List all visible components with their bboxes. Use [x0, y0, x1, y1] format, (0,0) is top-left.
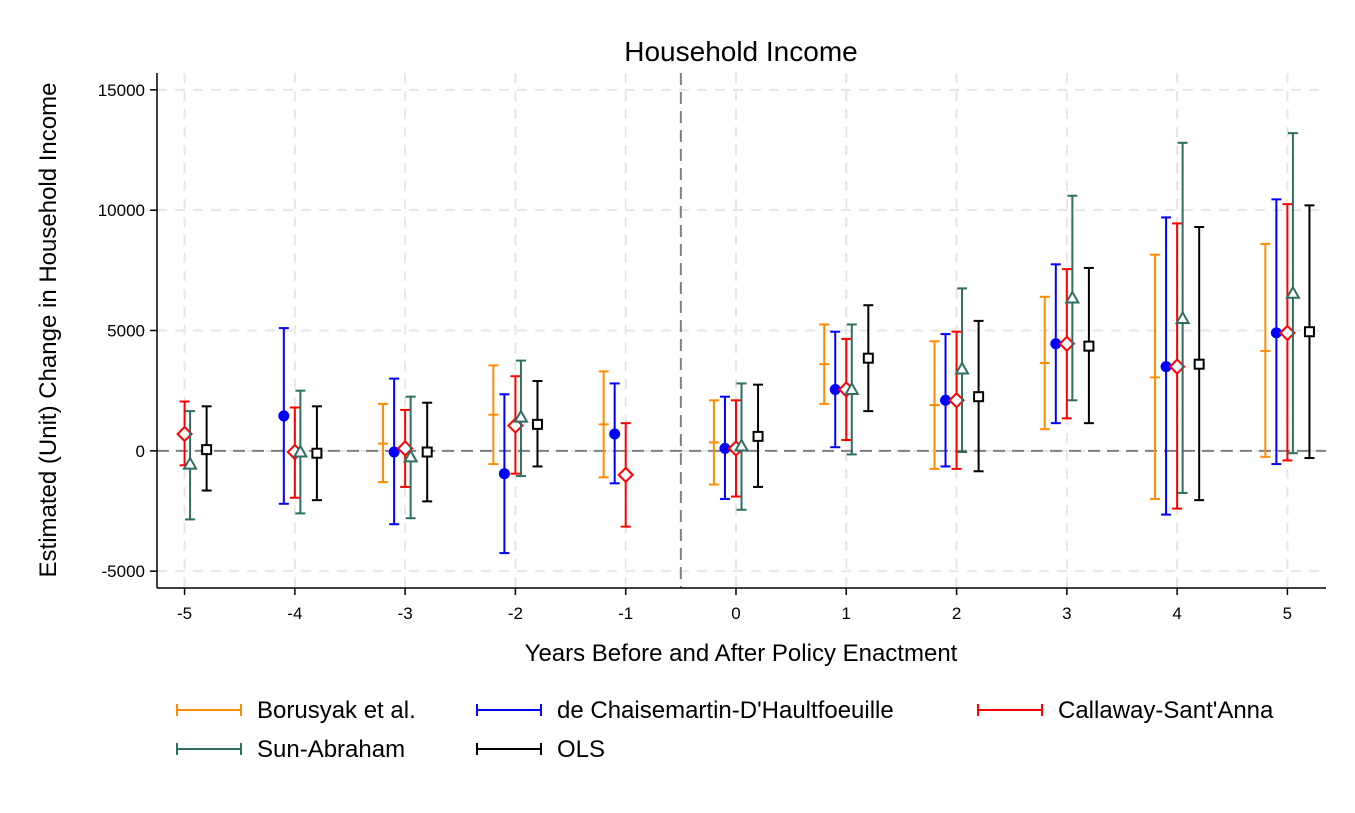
- point-estimate: [1160, 361, 1172, 373]
- legend-item: Callaway-Sant'Anna: [977, 697, 1274, 724]
- y-tick-label: 0: [136, 442, 145, 461]
- series-de-chaisemartin-d-haultfoeuille: [278, 198, 1282, 555]
- y-tick-label: 10000: [98, 201, 145, 220]
- point-estimate: [1064, 289, 1081, 304]
- point-estimate: [1050, 338, 1062, 350]
- x-tick-label: 3: [1062, 604, 1071, 623]
- x-tick-label: 1: [842, 604, 851, 623]
- series-borusyak-et-al-: [378, 242, 1271, 500]
- point-estimate: [421, 446, 433, 458]
- point-estimate: [973, 391, 985, 403]
- point-estimate: [201, 444, 213, 456]
- point-estimate: [844, 381, 860, 395]
- legend-item: Borusyak et al.: [176, 697, 416, 724]
- point-estimate: [402, 448, 419, 463]
- point-estimate: [954, 360, 970, 375]
- legend-item: OLS: [476, 736, 605, 763]
- point-estimate: [719, 442, 731, 454]
- point-estimate: [617, 466, 635, 484]
- legend-label: OLS: [557, 736, 605, 763]
- point-estimate: [752, 430, 764, 442]
- plot-area: [176, 132, 1315, 555]
- point-estimate: [733, 437, 750, 452]
- x-axis-title: Years Before and After Policy Enactment: [525, 640, 958, 667]
- point-estimate: [1174, 310, 1191, 324]
- point-estimate: [388, 446, 400, 458]
- x-tick-label: -1: [618, 604, 633, 623]
- point-estimate: [1193, 358, 1205, 370]
- point-estimate: [498, 468, 510, 480]
- legend-label: de Chaisemartin-D'Haultfoeuille: [557, 697, 894, 724]
- point-estimate: [609, 428, 621, 440]
- point-estimate: [513, 409, 529, 423]
- series-ols: [201, 204, 1315, 503]
- legend-label: Sun-Abraham: [257, 736, 405, 763]
- point-estimate: [1285, 285, 1301, 299]
- legend: Borusyak et al. de Chaisemartin-D'Haultfo…: [176, 697, 1274, 763]
- x-tick-label: -5: [177, 604, 192, 623]
- legend-item: Sun-Abraham: [176, 736, 405, 763]
- point-estimate: [1303, 326, 1315, 338]
- axes: -5000 0 5000 10000 15000 -5 -4 -3 -2 -1 0 1 2 3 4 5: [98, 73, 1326, 623]
- chart-title: Household Income: [624, 36, 857, 67]
- y-tick-label: 5000: [107, 322, 145, 341]
- point-estimate: [311, 447, 323, 459]
- reference-lines: [157, 73, 1326, 588]
- point-estimate: [292, 444, 309, 458]
- x-tick-label: 5: [1283, 604, 1292, 623]
- legend-label: Callaway-Sant'Anna: [1058, 697, 1274, 724]
- x-tick-label: 0: [731, 604, 740, 623]
- y-axis-title: Estimated (Unit) Change in Household Inc…: [35, 83, 62, 578]
- y-tick-label: 15000: [98, 81, 145, 100]
- x-tick-label: 4: [1172, 604, 1181, 623]
- point-estimate: [940, 394, 952, 406]
- x-tick-label: -3: [398, 604, 413, 623]
- series-sun-abraham: [182, 132, 1301, 521]
- legend-item: de Chaisemartin-D'Haultfoeuille: [476, 697, 894, 724]
- point-estimate: [1270, 327, 1282, 339]
- x-tick-label: 2: [952, 604, 961, 623]
- point-estimate: [862, 352, 874, 364]
- point-estimate: [182, 456, 198, 470]
- y-tick-label: -5000: [102, 562, 145, 581]
- point-estimate: [531, 418, 543, 430]
- x-tick-label: -2: [508, 604, 523, 623]
- point-estimate: [829, 383, 841, 395]
- x-tick-label: -4: [287, 604, 302, 623]
- legend-label: Borusyak et al.: [257, 697, 416, 724]
- point-estimate: [1083, 340, 1095, 352]
- point-estimate: [278, 410, 290, 422]
